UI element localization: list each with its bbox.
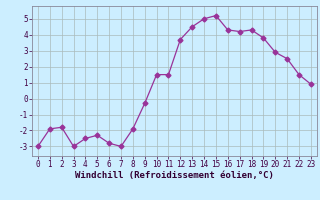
X-axis label: Windchill (Refroidissement éolien,°C): Windchill (Refroidissement éolien,°C) [75,171,274,180]
